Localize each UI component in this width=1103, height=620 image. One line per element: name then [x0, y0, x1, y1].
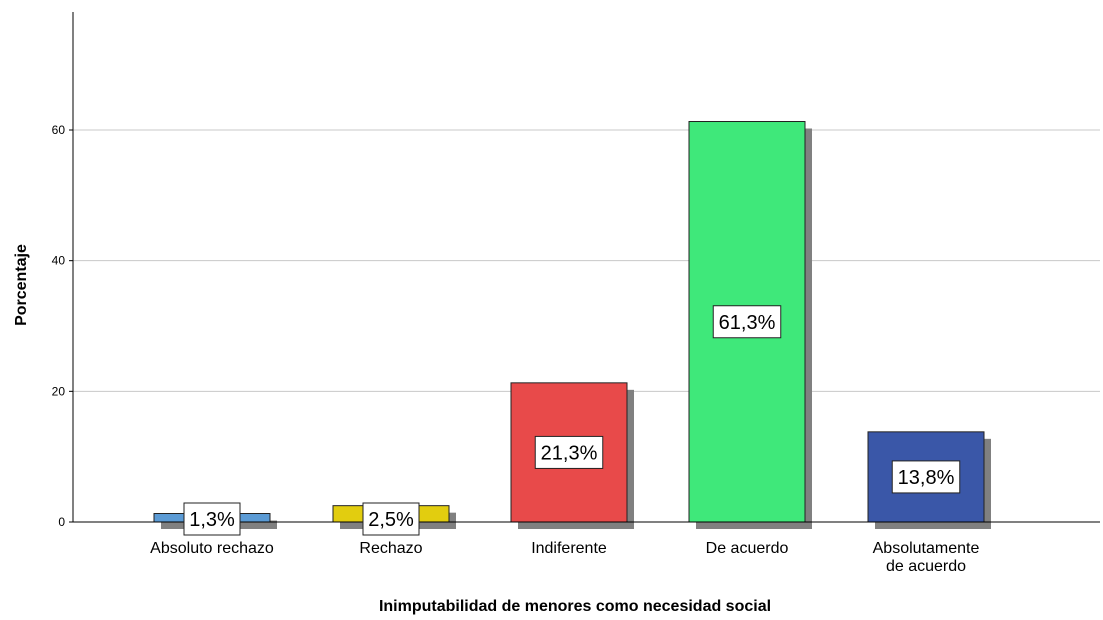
data-label-text-2: 21,3% — [541, 442, 598, 464]
y-tick-label-0: 0 — [58, 515, 65, 529]
gridlines — [73, 129, 1100, 392]
data-label-box-3 — [712, 305, 782, 339]
x-tick-label-0: Absoluto rechazo — [150, 540, 274, 557]
y-tick-label-40: 40 — [52, 254, 66, 268]
x-tick-label-2: Indiferente — [531, 540, 607, 557]
data-label-text-3: 61,3% — [719, 312, 776, 334]
y-tick-label-60: 60 — [52, 123, 66, 137]
x-tick-label-4-line-0: Absolutamente — [873, 540, 980, 557]
axes — [72, 12, 1100, 523]
x-tick-label-3: De acuerdo — [706, 540, 789, 557]
data-label-0: 1,3% — [183, 502, 241, 536]
x-axis-title: Inimputabilidad de menores como necesida… — [379, 598, 771, 615]
data-label-box-0 — [183, 502, 241, 536]
x-tick-label-1: Rechazo — [359, 540, 422, 557]
y-tick-labels: 0 20 40 60 — [52, 123, 73, 529]
data-label-box-2 — [534, 435, 604, 469]
data-label-3: 61,3% — [712, 305, 782, 339]
category-labels: Absoluto rechazo Rechazo Indiferente De acu… — [150, 540, 979, 575]
data-labels: 1,3% 2,5% 21,3% 61,3% 13,8% — [183, 305, 961, 536]
data-label-text-4: 13,8% — [898, 467, 955, 489]
x-tick-label-4-line-1: de acuerdo — [886, 558, 966, 575]
y-tick-label-20: 20 — [52, 384, 66, 398]
data-label-box-4 — [891, 460, 961, 494]
data-label-1: 2,5% — [362, 502, 420, 536]
data-label-4: 13,8% — [891, 460, 961, 494]
data-label-box-1 — [362, 502, 420, 536]
data-label-2: 21,3% — [534, 435, 604, 469]
y-axis-title: Porcentaje — [13, 244, 30, 326]
data-label-text-0: 1,3% — [189, 509, 235, 531]
data-label-text-1: 2,5% — [368, 509, 414, 531]
